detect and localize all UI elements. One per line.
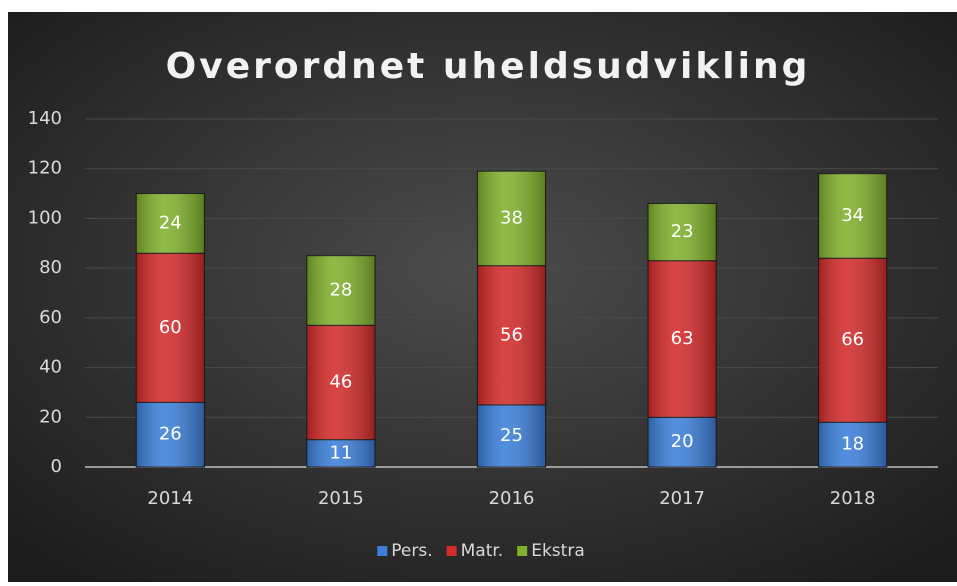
data-label: 11	[329, 442, 352, 463]
bar-shade	[477, 171, 546, 266]
bar-shade	[136, 193, 205, 254]
data-label: 26	[159, 424, 182, 445]
y-tick-label: 100	[28, 207, 62, 228]
y-tick-label: 60	[39, 307, 62, 328]
data-label: 34	[841, 205, 864, 226]
y-tick-label: 40	[39, 357, 62, 378]
bar-shade	[306, 255, 376, 326]
y-tick-label: 140	[28, 108, 62, 129]
bar-shade	[818, 422, 887, 467]
data-label: 66	[841, 329, 864, 350]
bar-shade	[647, 203, 717, 261]
bar-shade	[306, 439, 376, 467]
data-label: 23	[671, 221, 694, 242]
x-tick-label: 2016	[489, 488, 535, 509]
legend-swatch	[377, 546, 388, 556]
x-tick-label: 2017	[659, 488, 705, 509]
data-label: 60	[159, 317, 182, 338]
y-tick-label: 120	[28, 158, 62, 179]
bar-shade	[818, 173, 887, 259]
bar-shade	[647, 260, 717, 418]
chart-title: Overordnet uheldsudvikling	[166, 46, 811, 87]
y-tick-label: 0	[51, 456, 62, 477]
legend-swatch	[517, 546, 528, 556]
y-tick-label: 20	[39, 406, 62, 427]
data-label: 18	[841, 434, 864, 455]
data-label: 38	[500, 207, 523, 228]
data-label: 20	[671, 431, 694, 452]
x-tick-label: 2015	[318, 488, 364, 509]
legend-label: Ekstra	[531, 541, 585, 561]
bar-shade	[818, 258, 887, 423]
data-label: 24	[159, 212, 182, 233]
data-label: 28	[329, 280, 352, 301]
x-tick-label: 2018	[830, 488, 876, 509]
bar-shade	[477, 265, 546, 405]
x-tick-label: 2014	[147, 488, 193, 509]
bar-shade	[136, 402, 205, 467]
legend-swatch	[446, 546, 457, 556]
y-tick-label: 80	[39, 257, 62, 278]
legend-label: Pers.	[391, 541, 432, 561]
data-label: 56	[500, 324, 523, 345]
data-label: 63	[671, 328, 694, 349]
data-label: 25	[500, 425, 523, 446]
legend-label: Matr.	[461, 541, 504, 561]
bar-shade	[477, 404, 546, 467]
data-label: 46	[329, 371, 352, 392]
bar-shade	[306, 325, 376, 440]
bar-shade	[136, 253, 205, 403]
bar-shade	[647, 417, 717, 467]
